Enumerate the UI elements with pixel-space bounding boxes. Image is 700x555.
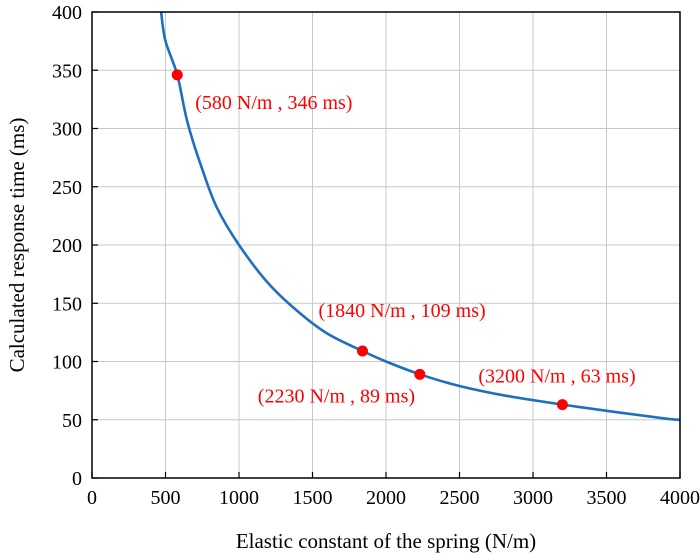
x-tick-label: 2500	[440, 487, 480, 509]
y-tick-label: 150	[52, 293, 82, 315]
x-tick-label: 4000	[660, 487, 700, 509]
highlight-point	[414, 368, 426, 380]
x-axis-title: Elastic constant of the spring (N/m)	[236, 529, 536, 553]
y-axis-title: Calculated response time (ms)	[5, 118, 29, 373]
x-tick-label: 2000	[366, 487, 406, 509]
x-tick-label: 500	[151, 487, 181, 509]
y-tick-label: 350	[52, 60, 82, 82]
y-tick-label: 50	[62, 410, 82, 432]
y-tick-label: 100	[52, 352, 82, 374]
y-tick-label: 400	[52, 2, 82, 24]
point-annotation-label: (2230 N/m , 89 ms)	[258, 385, 415, 407]
y-tick-label: 0	[72, 468, 82, 490]
highlight-point	[556, 399, 568, 411]
highlight-point	[356, 345, 368, 357]
highlight-points	[171, 69, 568, 411]
x-tick-label: 3500	[587, 487, 627, 509]
point-annotation-label: (3200 N/m , 63 ms)	[478, 366, 635, 388]
point-annotation-label: (1840 N/m , 109 ms)	[318, 300, 485, 322]
point-annotations: (580 N/m , 346 ms) (1840 N/m , 109 ms) (22…	[195, 92, 635, 407]
y-tick-label: 300	[52, 119, 82, 141]
point-annotation-label: (580 N/m , 346 ms)	[195, 92, 352, 114]
highlight-point	[171, 69, 183, 81]
x-tick-label: 1500	[293, 487, 333, 509]
y-tick-label: 200	[52, 235, 82, 257]
x-tick-label: 1000	[219, 487, 259, 509]
axis-ticks: 0 500 1000 1500 2000 2500 3000 3500 4000 0 50 100 15…	[52, 2, 700, 509]
grid	[92, 12, 680, 478]
x-tick-label: 0	[87, 487, 97, 509]
y-tick-label: 250	[52, 177, 82, 199]
x-tick-label: 3000	[513, 487, 553, 509]
